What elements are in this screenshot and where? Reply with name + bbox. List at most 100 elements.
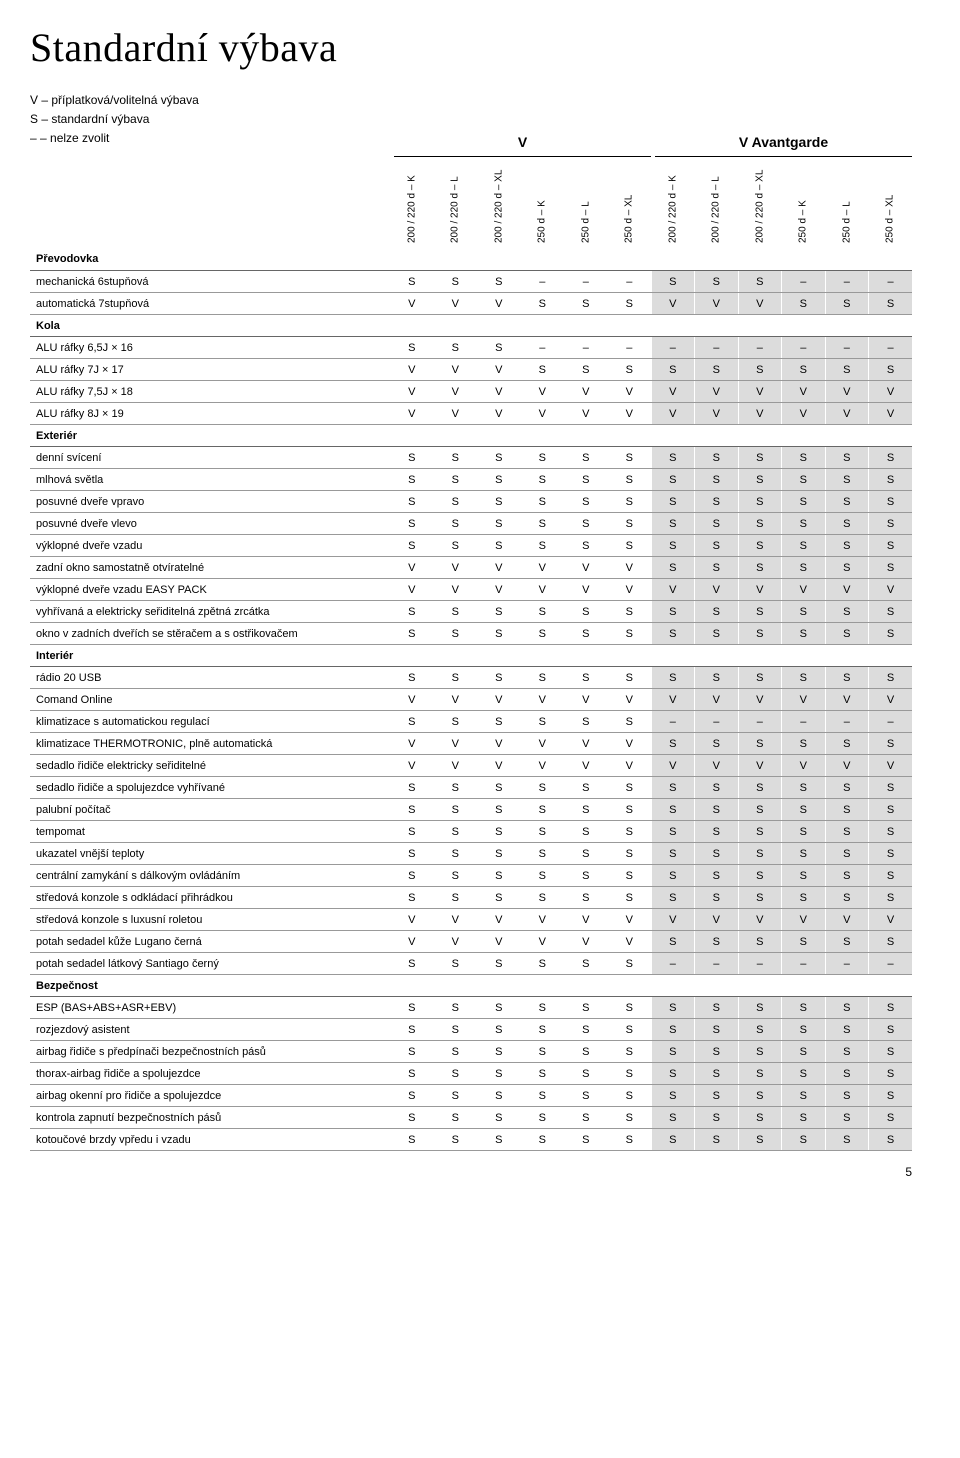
cell: S <box>825 491 869 513</box>
cell: S <box>738 469 782 491</box>
cell: S <box>434 535 478 557</box>
cell: S <box>782 535 826 557</box>
cell: V <box>477 403 521 425</box>
cell: S <box>521 601 565 623</box>
row-label: thorax-airbag řidiče a spolujezdce <box>30 1063 390 1085</box>
cell: S <box>738 1107 782 1129</box>
table-row: středová konzole s luxusní roletouVVVVVV… <box>30 909 912 931</box>
row-label: mlhová světla <box>30 469 390 491</box>
cell: S <box>695 491 739 513</box>
cell: S <box>477 799 521 821</box>
table-row: palubní počítačSSSSSSSSSSSS <box>30 799 912 821</box>
cell: S <box>608 711 652 733</box>
cell: – <box>738 337 782 359</box>
cell: S <box>651 777 695 799</box>
table-row: automatická 7stupňováVVVSSSVVVSSS <box>30 293 912 315</box>
table-row: středová konzole s odkládací přihrádkouS… <box>30 887 912 909</box>
row-label: Comand Online <box>30 689 390 711</box>
cell: S <box>825 469 869 491</box>
page-number: 5 <box>30 1165 912 1179</box>
cell: S <box>390 865 434 887</box>
cell: S <box>651 271 695 293</box>
cell: S <box>521 1063 565 1085</box>
cell: S <box>651 931 695 953</box>
cell: S <box>695 1085 739 1107</box>
cell: S <box>738 887 782 909</box>
column-headers: 200 / 220 d – K200 / 220 d – L200 / 220 … <box>30 159 912 247</box>
cell: V <box>434 755 478 777</box>
table-row: rádio 20 USBSSSSSSSSSSSS <box>30 667 912 689</box>
cell: S <box>738 601 782 623</box>
row-label: středová konzole s luxusní roletou <box>30 909 390 931</box>
cell: – <box>695 711 739 733</box>
cell: V <box>477 579 521 601</box>
cell: V <box>782 381 826 403</box>
cell: S <box>564 491 608 513</box>
cell: S <box>608 953 652 975</box>
cell: S <box>825 887 869 909</box>
cell: S <box>564 887 608 909</box>
cell: V <box>521 579 565 601</box>
row-label: výklopné dveře vzadu EASY PACK <box>30 579 390 601</box>
cell: S <box>651 821 695 843</box>
cell: S <box>434 271 478 293</box>
cell: S <box>869 447 913 469</box>
cell: – <box>782 271 826 293</box>
cell: S <box>390 1041 434 1063</box>
cell: S <box>651 865 695 887</box>
cell: – <box>651 711 695 733</box>
cell: S <box>608 1041 652 1063</box>
cell: V <box>738 689 782 711</box>
cell: S <box>825 447 869 469</box>
cell: S <box>651 491 695 513</box>
cell: V <box>738 579 782 601</box>
cell: S <box>738 359 782 381</box>
cell: V <box>695 381 739 403</box>
cell: S <box>782 513 826 535</box>
cell: S <box>695 799 739 821</box>
cell: S <box>434 997 478 1019</box>
cell: S <box>521 711 565 733</box>
cell: V <box>738 909 782 931</box>
row-label: ALU ráfky 7J × 17 <box>30 359 390 381</box>
row-label: centrální zamykání s dálkovým ovládáním <box>30 865 390 887</box>
cell: V <box>564 755 608 777</box>
row-label: klimatizace s automatickou regulací <box>30 711 390 733</box>
cell: S <box>869 557 913 579</box>
cell: V <box>869 755 913 777</box>
cell: S <box>390 953 434 975</box>
cell: S <box>825 997 869 1019</box>
cell: V <box>608 755 652 777</box>
cell: S <box>738 1129 782 1151</box>
cell: V <box>608 689 652 711</box>
cell: V <box>521 755 565 777</box>
cell: V <box>434 689 478 711</box>
table-row: airbag okenní pro řidiče a spolujezdceSS… <box>30 1085 912 1107</box>
cell: V <box>695 755 739 777</box>
cell: S <box>521 843 565 865</box>
cell: S <box>825 799 869 821</box>
cell: S <box>695 733 739 755</box>
row-label: rádio 20 USB <box>30 667 390 689</box>
table-row: sedadlo řidiče elektricky seřiditelnéVVV… <box>30 755 912 777</box>
table-row: okno v zadních dveřích se stěračem a s o… <box>30 623 912 645</box>
table-row: tempomatSSSSSSSSSSSS <box>30 821 912 843</box>
cell: S <box>738 733 782 755</box>
cell: V <box>390 733 434 755</box>
cell: V <box>651 381 695 403</box>
cell: V <box>434 909 478 931</box>
cell: V <box>434 293 478 315</box>
cell: S <box>782 733 826 755</box>
table-row: ukazatel vnější teplotySSSSSSSSSSSS <box>30 843 912 865</box>
cell: S <box>564 601 608 623</box>
cell: S <box>390 535 434 557</box>
cell: S <box>695 601 739 623</box>
cell: S <box>608 1019 652 1041</box>
row-label: zadní okno samostatně otvíratelné <box>30 557 390 579</box>
cell: – <box>825 271 869 293</box>
cell: S <box>477 601 521 623</box>
cell: S <box>390 469 434 491</box>
cell: S <box>608 887 652 909</box>
cell: V <box>434 359 478 381</box>
cell: S <box>477 469 521 491</box>
